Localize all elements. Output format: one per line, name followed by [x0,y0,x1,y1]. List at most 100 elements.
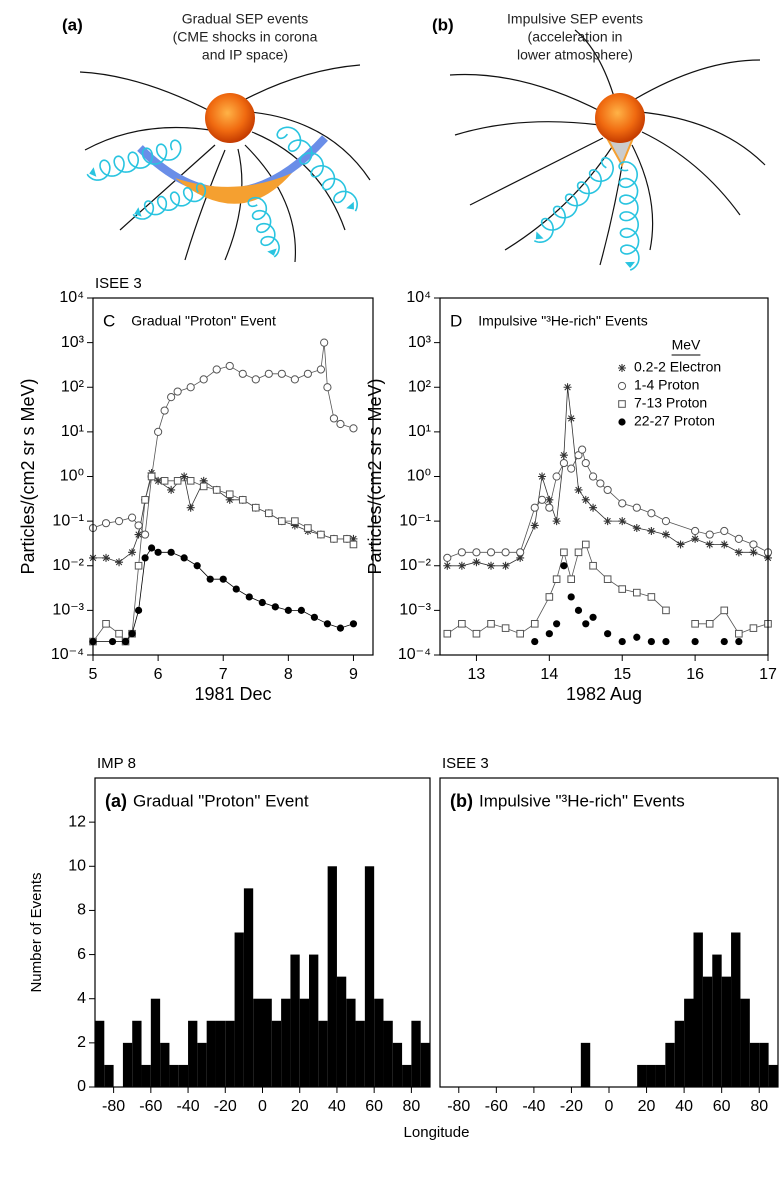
bar [141,1064,151,1087]
y-tick-label: 10⁻¹ [52,512,84,529]
x-tick-label: 9 [349,666,358,683]
legend-label: 22-27 Proton [634,413,715,429]
helix [86,139,182,181]
bar [132,1020,142,1087]
marker [581,458,590,468]
marker [291,517,299,525]
panel-label: (a) [105,791,127,811]
series-line [447,387,769,567]
helix [247,196,280,258]
marker [271,603,279,611]
helix [618,161,640,271]
bar [160,1042,170,1087]
marker [154,548,162,556]
x-axis-label: 1982 Aug [566,684,642,704]
chart-title: Gradual "Proton" Event [133,791,309,810]
y-tick-label: 10⁻² [52,557,84,574]
marker [317,530,325,539]
x-tick-label: 80 [750,1098,768,1115]
marker [102,553,111,562]
helix [276,126,359,212]
marker [487,620,495,628]
marker [632,503,641,512]
bar [206,1020,216,1087]
x-tick-label: -40 [176,1098,199,1115]
marker [567,464,576,473]
arrow-head [625,261,635,268]
marker [160,477,169,485]
marker [232,585,240,593]
x-tick-label: -60 [139,1098,162,1115]
panel-label: (b) [432,15,454,34]
diagrams [79,29,766,271]
marker [336,624,345,632]
marker [661,517,671,526]
marker [662,606,670,615]
y-tick-label: 10⁻³ [399,602,431,619]
marker [349,540,358,549]
marker [225,495,234,504]
bar [646,1064,656,1087]
marker [647,509,656,518]
legend-label: 7-13 Proton [634,395,707,411]
diagram-caption: Gradual SEP events [182,11,309,27]
marker [349,424,358,433]
marker [691,637,699,646]
marker [225,490,234,499]
marker [581,540,590,549]
marker [486,548,496,557]
marker [633,588,641,597]
marker [472,629,481,638]
marker [199,375,208,384]
marker [530,521,539,530]
bar [346,998,356,1087]
instrument-label: ISEE 3 [442,755,489,772]
marker [563,383,572,392]
marker [199,476,208,485]
marker [552,517,561,526]
marker [148,544,156,552]
marker [560,562,568,570]
marker [134,530,143,539]
marker [633,633,641,641]
y-tick-label: 6 [77,946,86,963]
bar [637,1064,647,1087]
marker [443,553,452,562]
marker [545,495,554,504]
y-tick-label: 10² [61,378,85,395]
marker [501,561,510,570]
x-tick-label: 14 [540,666,558,683]
marker [199,482,208,491]
y-tick-label: 4 [77,990,86,1007]
bar [104,1064,114,1087]
marker [101,519,111,528]
y-tick-label: 10² [408,378,432,395]
marker [121,637,130,646]
diagram-caption: (CME shocks in corona [173,29,318,45]
bar [309,954,319,1087]
marker [128,548,137,557]
instrument-label: ISEE 3 [95,275,142,292]
diagram-caption: Impulsive SEP events [507,11,643,27]
y-tick-label: 10¹ [61,423,84,440]
x-tick-label: 0 [605,1098,614,1115]
marker [316,365,326,374]
marker [134,521,143,530]
y-tick-label: 10 [68,858,86,875]
bar [336,976,347,1087]
x-tick-label: -80 [102,1098,125,1115]
x-tick-label: 40 [675,1098,693,1115]
marker [443,629,452,638]
y-tick-label: 10⁻¹ [399,512,431,529]
arrow-head [346,201,354,210]
legend-label: 0.2-2 Electron [634,359,721,375]
bar [674,1020,685,1087]
diagram-caption: and IP space) [202,47,288,63]
marker [603,575,612,583]
marker [284,606,292,614]
panel-label: (a) [62,15,83,34]
bar [374,998,384,1087]
bar [740,998,750,1087]
marker [173,387,182,396]
